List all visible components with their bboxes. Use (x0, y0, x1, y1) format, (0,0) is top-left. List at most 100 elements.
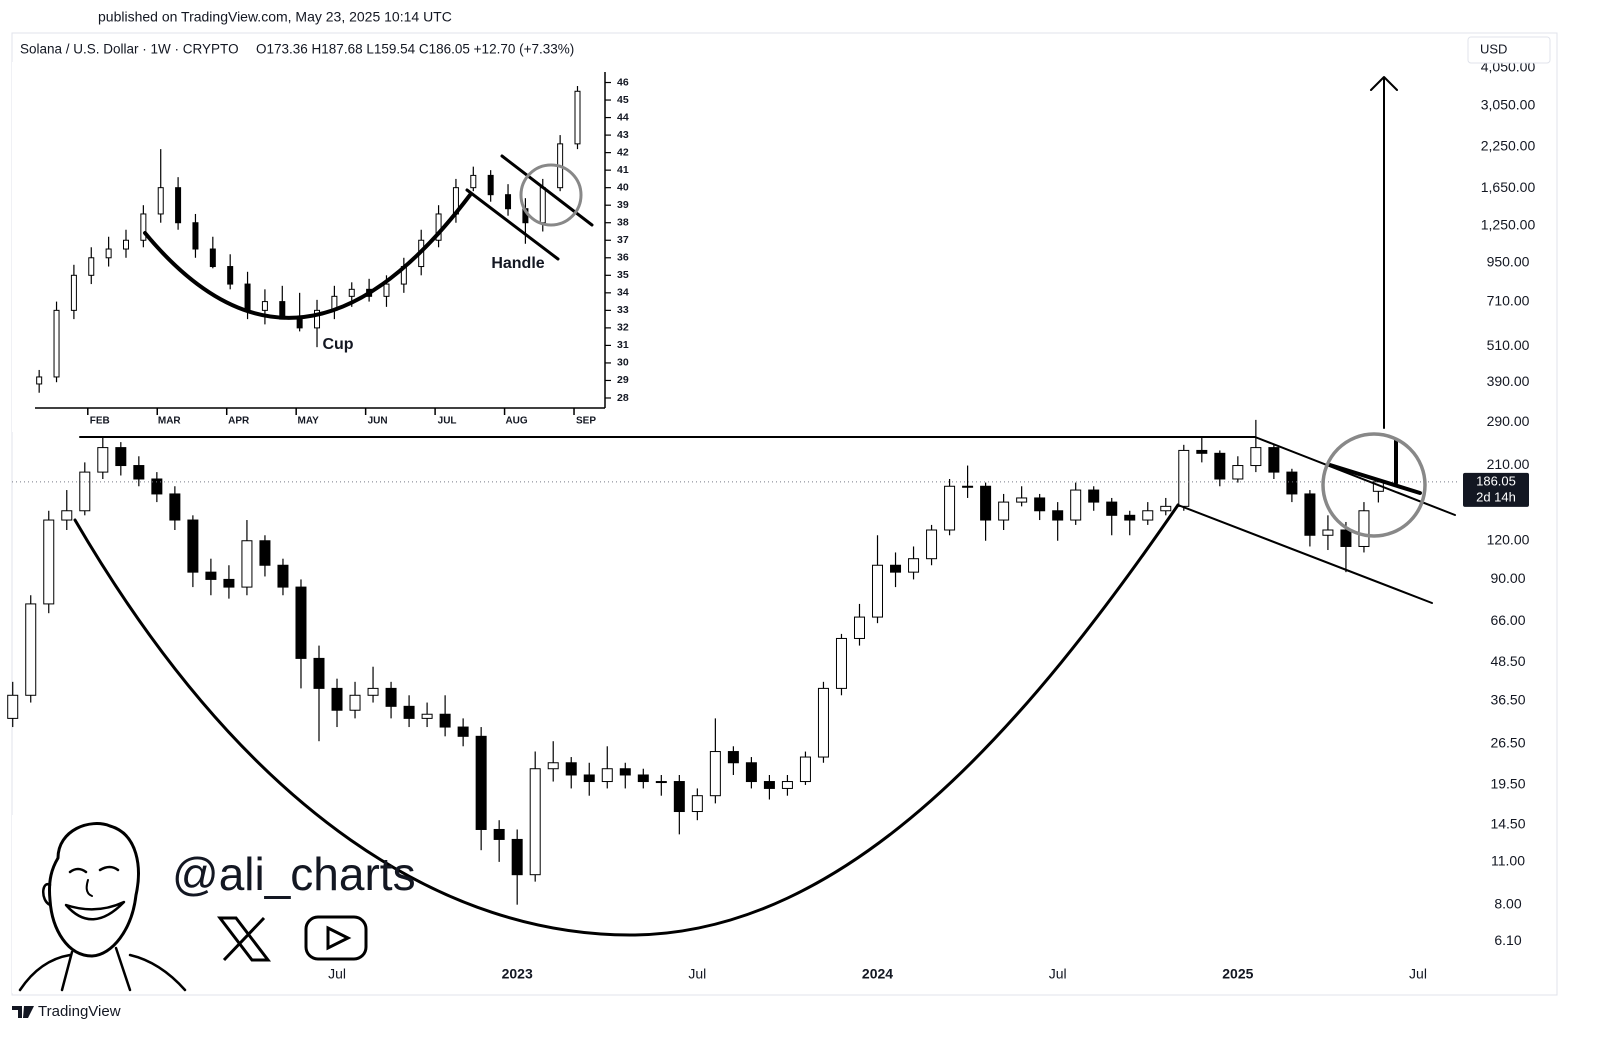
y-tick-label: 11.00 (1491, 853, 1525, 869)
candle-body (781, 781, 793, 789)
watermark-handle: @ali_charts (172, 848, 416, 900)
candle-body (79, 471, 91, 512)
y-tick-label: 29 (617, 374, 629, 386)
candle-body (601, 768, 613, 783)
candle-body (637, 774, 649, 783)
y-tick-label: 390.00 (1487, 373, 1530, 389)
candle-body (799, 756, 811, 783)
inset-annotation: Cup (322, 336, 353, 353)
candle-body (61, 510, 73, 521)
y-tick-label: 34 (617, 287, 629, 299)
candle-body (487, 174, 494, 196)
candle-body (1196, 449, 1208, 454)
y-tick-label: 14.50 (1490, 815, 1525, 831)
channel-lower (1177, 504, 1433, 604)
breakout-line (1328, 463, 1422, 495)
candle-body (1340, 529, 1352, 547)
candle-body (133, 465, 145, 480)
currency-box[interactable] (1467, 36, 1551, 64)
candle-body (403, 705, 415, 719)
tradingview-logo (12, 1006, 34, 1018)
y-tick-label: 66.00 (1490, 612, 1525, 628)
candle-body (1286, 471, 1298, 495)
candle-body (205, 571, 217, 580)
candle-body (1106, 501, 1118, 516)
candle-body (7, 694, 19, 719)
y-tick-label: 1,250.00 (1481, 217, 1536, 233)
candle-body (745, 762, 757, 783)
candle-body (36, 376, 43, 385)
candle-body (709, 751, 721, 797)
candle-body (691, 795, 703, 813)
candle-body (140, 213, 147, 241)
candle-body (1052, 510, 1064, 521)
candle-body (1358, 510, 1370, 547)
candle-body (348, 288, 355, 297)
candle-body (619, 768, 631, 776)
candle-body (314, 309, 321, 329)
y-tick-label: 33 (617, 304, 629, 316)
y-tick-label: 43 (617, 129, 629, 141)
candle-body (835, 637, 847, 689)
y-tick-label: 37 (617, 234, 629, 246)
y-tick-label: 950.00 (1487, 253, 1530, 269)
candle-body (493, 828, 505, 840)
y-tick-label: 41 (617, 164, 629, 176)
candle-body (367, 687, 379, 696)
chart-title: Solana / U.S. Dollar · 1W · CRYPTO (20, 42, 239, 57)
y-tick-label: 45 (617, 94, 629, 106)
candle-body (727, 751, 739, 764)
candle-body (385, 687, 397, 707)
inset-chart: 28 29 30 31 32 33 34 35 36 37 38 39 40 41 42 43 44 45 46 FE… (35, 72, 629, 427)
candle-body (439, 713, 451, 728)
x-tick-label: 2023 (502, 966, 533, 982)
candle-body (655, 781, 667, 784)
y-tick-label: 36 (617, 252, 629, 264)
candle-body (529, 768, 541, 876)
candle-body (331, 687, 343, 711)
candle-body (295, 586, 307, 659)
candle-body (349, 694, 361, 711)
main-chart: 6.10 8.00 11.00 14.50 19.50 26.50 36.50 48.50 66… (7, 59, 1536, 982)
candle-body (261, 301, 268, 311)
y-tick-label: 46 (617, 76, 629, 88)
x-tick-label: Jul (1409, 966, 1427, 982)
candle-body (53, 309, 60, 378)
y-tick-label: 48.50 (1490, 653, 1525, 669)
y-tick-label: 44 (617, 111, 629, 123)
candle-body (70, 274, 77, 311)
candle-body (169, 493, 181, 521)
candle-body (421, 713, 433, 719)
candle-body (277, 564, 289, 588)
candle-body (980, 485, 992, 521)
candle-body (88, 257, 95, 276)
candle-body (1070, 489, 1082, 521)
candle-body (539, 187, 546, 224)
candle-body (1232, 465, 1244, 480)
y-tick-label: 90.00 (1490, 570, 1525, 586)
candle-body (962, 485, 974, 488)
y-tick-label: 510.00 (1487, 337, 1530, 353)
y-tick-label: 710.00 (1487, 293, 1530, 309)
inset-handle-lower (465, 188, 560, 261)
target-arrow-head (1370, 76, 1398, 91)
price-label-box (1463, 472, 1529, 507)
candle-body (763, 781, 775, 789)
y-tick-label: 26.50 (1490, 734, 1525, 750)
candle-body (151, 478, 163, 495)
y-tick-label: 120.00 (1487, 531, 1530, 547)
breakout-circle (1321, 432, 1427, 538)
x-tick-label: MAR (158, 416, 182, 427)
candle-body (908, 558, 920, 573)
bar-countdown: 2d 14h (1476, 489, 1516, 504)
cup-curve (73, 503, 1180, 937)
candle-body (296, 318, 303, 329)
candle-body (574, 90, 581, 145)
candle-body (1142, 510, 1154, 521)
y-tick-label: 40 (617, 181, 629, 193)
candle-body (115, 447, 127, 467)
candle-body (944, 485, 956, 531)
candle-body (457, 726, 469, 737)
candle-body (1160, 505, 1172, 512)
